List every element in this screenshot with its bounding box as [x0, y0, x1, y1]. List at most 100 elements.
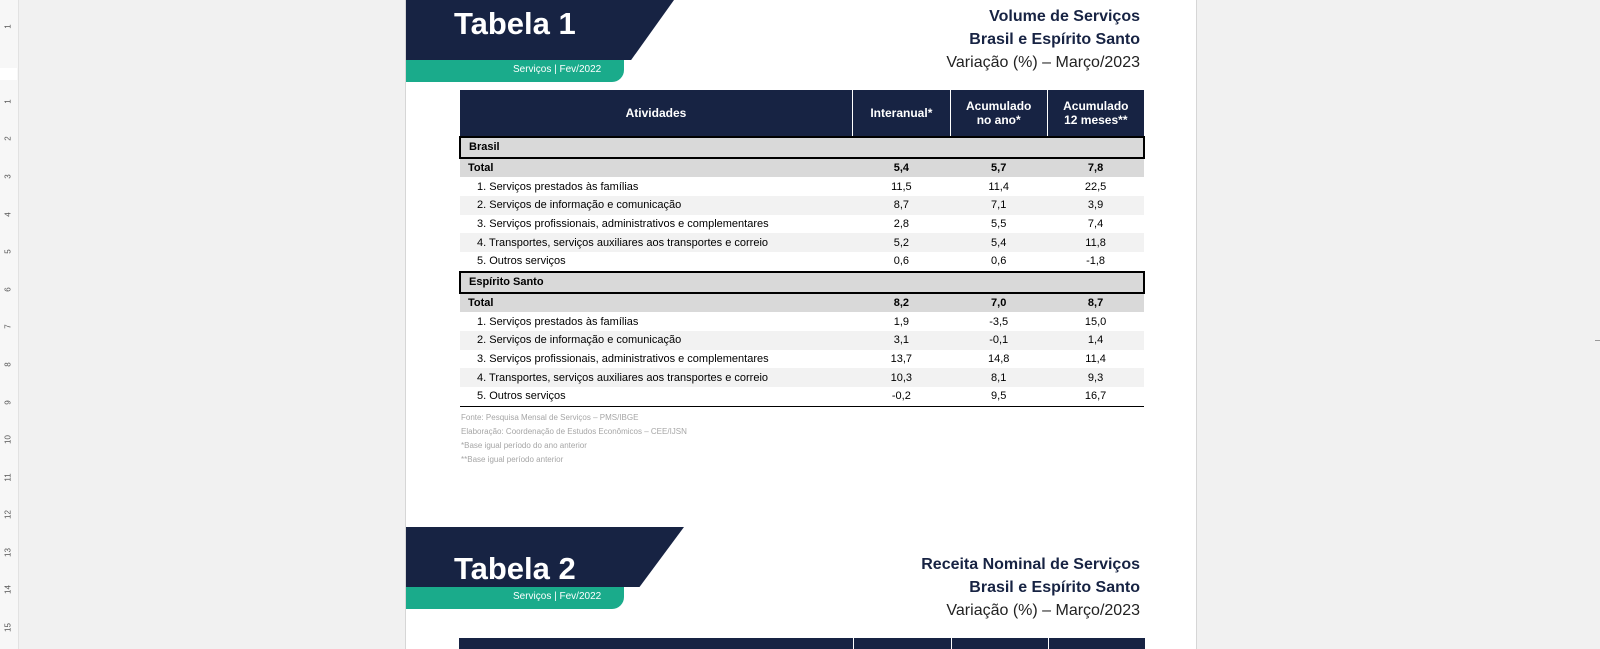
- total-value: 7,0: [950, 292, 1048, 313]
- ruler-label: 14: [3, 585, 13, 594]
- activity-label: 3. Serviços profissionais, administrativ…: [477, 352, 769, 365]
- activity-value: 9,3: [1047, 368, 1144, 387]
- activity-value: 2,8: [893, 218, 909, 231]
- activity-value: 14,8: [987, 352, 1010, 365]
- total-value: 5,4: [852, 157, 951, 178]
- ruler-label: 13: [3, 548, 13, 557]
- region-cell: [950, 270, 1048, 294]
- activity-value: 11,5: [891, 180, 912, 193]
- banner-title: Tabela 2: [454, 551, 576, 586]
- note-elaboration: Elaboração: Coordenação de Estudos Econô…: [461, 427, 687, 436]
- activity-value: 5,2: [852, 233, 951, 253]
- activity-label: 2. Serviços de informação e comunicação: [460, 330, 853, 350]
- table-row: 5. Outros serviços -0,2 9,5 16,7: [460, 386, 1144, 407]
- activity-value: 8,1: [950, 368, 1048, 387]
- activity-value: 13,7: [890, 352, 913, 365]
- document-page[interactable]: Serviços | Fev/2022 Tabela 1 Volume de S…: [405, 0, 1197, 649]
- activity-label: 5. Outros serviços: [460, 386, 853, 407]
- data-table: Atividades Interanual* Acumulado no ano*…: [458, 90, 1145, 407]
- total-row: Total 5,4 5,7 7,8: [460, 157, 1144, 178]
- activity-value: -0,1: [950, 330, 1048, 350]
- ruler-label: 9: [3, 400, 13, 405]
- column-divider: [951, 638, 952, 649]
- note-source: Fonte: Pesquisa Mensal de Serviços – PMS…: [461, 413, 639, 422]
- heading-subtitle: Brasil e Espírito Santo: [969, 579, 1140, 596]
- region-cell: [852, 270, 951, 294]
- total-value: 8,2: [852, 292, 951, 313]
- activity-value: 3,9: [1047, 196, 1144, 215]
- activity-label: 2. Serviços de informação e comunicação: [460, 196, 853, 215]
- table-1-banner: Serviços | Fev/2022 Tabela 1: [406, 0, 676, 84]
- table-2-banner: Serviços | Fev/2022 Tabela 2: [406, 527, 686, 611]
- activity-label: 4. Transportes, serviços auxiliares aos …: [460, 233, 853, 253]
- table-2-header-bar: [459, 638, 1145, 649]
- column-header-acumulado-ano: Acumulado no ano*: [950, 90, 1048, 137]
- ruler-cursor-marker: [0, 68, 17, 80]
- heading-period: Variação (%) – Março/2023: [946, 602, 1140, 619]
- activity-label: 3. Serviços profissionais, administrativ…: [477, 218, 769, 231]
- banner-green-strip: Serviços | Fev/2022: [406, 587, 624, 609]
- scroll-marker: [1595, 340, 1600, 341]
- activity-value: 7,4: [1087, 218, 1104, 231]
- activity-value: 9,5: [950, 386, 1048, 407]
- region-cell: [1047, 270, 1145, 294]
- table-body: Brasil Total 5,4 5,7 7,8 1. Serviços prestado…: [458, 136, 1145, 407]
- activity-value: 0,6: [991, 255, 1007, 268]
- ruler-label: 4: [3, 212, 13, 217]
- activity-value: 16,7: [1047, 386, 1144, 407]
- activity-value: 11,8: [1047, 233, 1144, 253]
- activity-label: 1. Serviços prestados às famílias: [477, 315, 639, 328]
- activity-value: -1,8: [1086, 255, 1106, 268]
- column-header-interanual: Interanual*: [852, 90, 951, 137]
- activity-value: -3,5: [989, 315, 1009, 328]
- ruler-label: 11: [3, 473, 13, 482]
- ruler-label: 15: [3, 623, 13, 632]
- ruler-label: 10: [3, 435, 13, 444]
- region-label: Brasil: [458, 136, 853, 159]
- activity-value: 22,5: [1084, 180, 1107, 193]
- heading-period: Variação (%) – Março/2023: [946, 54, 1140, 71]
- ruler-label: 5: [3, 249, 13, 254]
- region-cell: [1047, 136, 1145, 159]
- activity-value: 0,6: [893, 255, 909, 268]
- activity-value: 1,9: [893, 315, 909, 328]
- activity-value: -0,2: [852, 386, 951, 407]
- activity-value: 7,1: [950, 196, 1048, 215]
- heading-title: Receita Nominal de Serviços: [921, 556, 1140, 573]
- table-row: 2. Serviços de informação e comunicação 3…: [460, 330, 1144, 350]
- region-row: Espírito Santo: [458, 270, 1145, 294]
- table-row: 3. Serviços profissionais, administrativ…: [460, 215, 1144, 234]
- table-row: 1. Serviços prestados às famílias 1,9 -3,5…: [460, 312, 1144, 331]
- column-header-acumulado-12: Acumulado 12 meses**: [1047, 90, 1144, 137]
- ruler-label: 12: [3, 510, 13, 519]
- activity-value: 1,4: [1047, 330, 1144, 350]
- total-value: 8,7: [1047, 292, 1144, 313]
- heading-subtitle: Brasil e Espírito Santo: [969, 31, 1140, 48]
- activity-value: 5,5: [991, 218, 1007, 231]
- table-row: 4. Transportes, serviços auxiliares aos …: [460, 368, 1144, 387]
- activity-label: 5. Outros serviços: [477, 255, 566, 268]
- ruler-label: 7: [3, 324, 13, 329]
- activity-value: 11,4: [1085, 352, 1106, 365]
- column-header-label: Acumulado no ano*: [966, 99, 1032, 127]
- column-divider: [1048, 638, 1049, 649]
- total-value: 7,8: [1047, 157, 1144, 178]
- region-cell: [852, 136, 951, 159]
- table-2-heading: Receita Nominal de Serviços Brasil e Esp…: [921, 553, 1140, 622]
- vertical-ruler: 1 1 2 3 4 5 6 7 8 9 10 11 12 13 14 15: [0, 0, 19, 649]
- total-label: Total: [460, 157, 853, 178]
- column-header-atividades: Atividades: [460, 90, 853, 137]
- total-label: Total: [460, 292, 853, 313]
- banner-navy-block: [406, 0, 674, 60]
- banner-subtitle: Serviços | Fev/2022: [513, 591, 602, 602]
- ruler-label: 8: [3, 362, 13, 367]
- table-notes: Fonte: Pesquisa Mensal de Serviços – PMS…: [461, 411, 687, 467]
- table-row: 5. Outros serviços 0,6 0,6 -1,8: [460, 252, 1144, 272]
- table-row: 4. Transportes, serviços auxiliares aos …: [460, 233, 1144, 253]
- table-row: 2. Serviços de informação e comunicação 8…: [460, 196, 1144, 215]
- note-base-1: *Base igual período do ano anterior: [461, 441, 587, 450]
- ruler-label: 1: [3, 99, 13, 104]
- banner-subtitle: Serviços | Fev/2022: [513, 64, 602, 75]
- activity-label: 1. Serviços prestados às famílias: [477, 180, 639, 193]
- ruler-label: 3: [3, 174, 13, 179]
